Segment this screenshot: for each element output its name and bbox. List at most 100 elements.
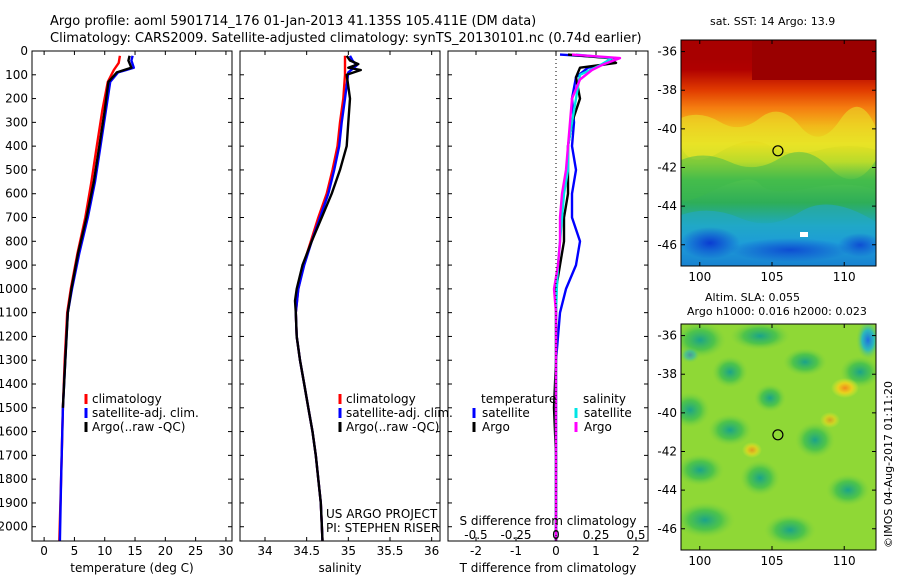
temperature-y-tick-label: 1600 — [0, 425, 28, 439]
sla-map-panel: Altim. SLA: 0.055 Argo h1000: 0.016 h200… — [657, 291, 877, 568]
sst-argo-location-marker — [772, 145, 784, 157]
difference-s-tick-label: -0.5 — [464, 528, 487, 542]
sla-map-title-1: Altim. SLA: 0.055 — [705, 291, 800, 304]
map-y-tick-label: -42 — [657, 160, 677, 174]
sla-map-title-2: Argo h1000: 0.016 h2000: 0.023 — [687, 305, 867, 318]
legend-label: Argo — [584, 420, 612, 434]
difference-x-tick-label: 2 — [632, 544, 640, 558]
sst-map-panel: sat. SST: 14 Argo: 13.9 100 105 110 -36 -38 -… — [657, 15, 877, 284]
series-temperature-2 — [61, 55, 133, 408]
temperature-y-tick-label: 500 — [5, 163, 28, 177]
legend-label: Argo(..raw -QC) — [92, 420, 185, 434]
temperature-y-tick-label: 1100 — [0, 306, 28, 320]
map-x-tick-label: 105 — [761, 554, 784, 568]
temperature-x-tick-label: 0 — [40, 544, 48, 558]
map-y-tick-label: -36 — [657, 329, 677, 343]
map-x-tick-label: 100 — [688, 554, 711, 568]
temperature-y-tick-label: 1800 — [0, 472, 28, 486]
difference-x-tick-label: 1 — [592, 544, 600, 558]
series-difference-3 — [552, 53, 622, 541]
series-difference-0 — [554, 53, 618, 541]
temperature-y-tick-label: 1500 — [0, 401, 28, 415]
project-name: US ARGO PROJECT — [326, 507, 438, 521]
salinity-x-tick-label: 34.5 — [293, 544, 320, 558]
difference-x-tick-label: -2 — [470, 544, 482, 558]
map-x-tick-label: 110 — [833, 554, 856, 568]
difference-x-tick-label: -1 — [510, 544, 522, 558]
temperature-x-axis-label: temperature (deg C) — [70, 561, 193, 575]
difference-frame — [447, 50, 649, 542]
legend-label: climatology — [92, 392, 162, 406]
temperature-y-tick-label: 2000 — [0, 520, 28, 534]
salinity-frame — [239, 50, 441, 542]
title-line-2: Climatology: CARS2009. Satellite-adjuste… — [50, 31, 642, 46]
legend-label: satellite-adj. clim. — [92, 406, 199, 420]
temperature-x-tick-label: 30 — [218, 544, 233, 558]
legend-label: satellite — [584, 406, 632, 420]
sst-map-frame — [680, 39, 877, 267]
temperature-x-tick-label: 15 — [127, 544, 142, 558]
map-y-tick-label: -36 — [657, 45, 677, 59]
sla-map-frame — [680, 323, 877, 551]
difference-s-axis-label: S difference from climatology — [460, 514, 637, 528]
sla-argo-location-marker — [772, 429, 784, 441]
salinity-x-tick-label: 35 — [341, 544, 356, 558]
sst-map-title: sat. SST: 14 Argo: 13.9 — [710, 15, 835, 28]
salinity-x-tick-label: 36 — [424, 544, 439, 558]
difference-x-axis-label: T difference from climatology — [459, 561, 637, 575]
temperature-y-tick-label: 100 — [5, 68, 28, 82]
series-temperature-0 — [58, 55, 122, 542]
salinity-x-axis-label: salinity — [318, 561, 361, 575]
difference-s-tick-label: 0.25 — [583, 528, 610, 542]
series-difference-2 — [554, 53, 614, 541]
temperature-y-tick-label: 1200 — [0, 329, 28, 343]
map-x-tick-label: 100 — [688, 270, 711, 284]
legend-label: Argo — [482, 420, 510, 434]
map-y-tick-label: -40 — [657, 406, 677, 420]
salinity-panel: 34 34.5 35 35.5 36 salinity climatologysatelli… — [239, 50, 453, 575]
map-y-tick-label: -44 — [657, 199, 677, 213]
imos-credit: ©IMOS 04-Aug-2017 01:11:20 — [882, 381, 895, 548]
difference-s-tick-label: -0.25 — [500, 528, 531, 542]
sst-map-axes: 100 105 110 -36 -38 -40 -42 -44 -46 — [657, 40, 876, 284]
sst-map-field — [681, 40, 876, 266]
temperature-y-tick-label: 800 — [5, 234, 28, 248]
difference-panel: -2 -1 0 1 2 T difference from climatology -0.5… — [447, 50, 649, 575]
map-y-tick-label: -42 — [657, 444, 677, 458]
series-salinity-0 — [294, 55, 347, 542]
temperature-y-tick-label: 400 — [5, 139, 28, 153]
difference-x-tick-label: 0 — [552, 544, 560, 558]
series-salinity-2 — [293, 55, 362, 542]
salinity-x-tick-label: 35.5 — [377, 544, 404, 558]
map-y-tick-label: -46 — [657, 522, 677, 536]
temperature-x-tick-label: 10 — [97, 544, 112, 558]
temperature-y-tick-label: 1700 — [0, 448, 28, 462]
temperature-y-tick-label: 700 — [5, 211, 28, 225]
map-y-tick-label: -38 — [657, 83, 677, 97]
temperature-y-tick-label: 1900 — [0, 496, 28, 510]
temperature-y-tick-label: 1000 — [0, 282, 28, 296]
project-pi: PI: STEPHEN RISER — [326, 521, 439, 535]
legend-label: Argo(..raw -QC) — [346, 420, 439, 434]
temperature-y-tick-label: 900 — [5, 258, 28, 272]
temperature-y-tick-label: 200 — [5, 92, 28, 106]
map-x-tick-label: 105 — [761, 270, 784, 284]
legend-salinity-heading: salinity — [583, 392, 626, 406]
sla-map-field — [681, 324, 876, 550]
temperature-x-tick-label: 20 — [158, 544, 173, 558]
difference-s-tick-label: 0 — [552, 528, 560, 542]
temperature-y-tick-label: 600 — [5, 187, 28, 201]
map-y-tick-label: -46 — [657, 238, 677, 252]
salinity-x-tick-label: 34 — [257, 544, 272, 558]
sla-map-axes: 100 105 110 -36 -38 -40 -42 -44 -46 — [657, 324, 876, 568]
legend-label: satellite-adj. clim. — [346, 406, 453, 420]
temperature-y-tick-label: 1300 — [0, 353, 28, 367]
legend-label: climatology — [346, 392, 416, 406]
temperature-panel: 0 5 10 15 20 25 30 temperature (deg C) 0 100 200 30… — [0, 44, 234, 575]
temperature-frame — [31, 50, 233, 542]
map-x-tick-label: 110 — [833, 270, 856, 284]
map-y-tick-label: -40 — [657, 122, 677, 136]
legend-label: satellite — [482, 406, 530, 420]
map-y-tick-label: -44 — [657, 483, 677, 497]
